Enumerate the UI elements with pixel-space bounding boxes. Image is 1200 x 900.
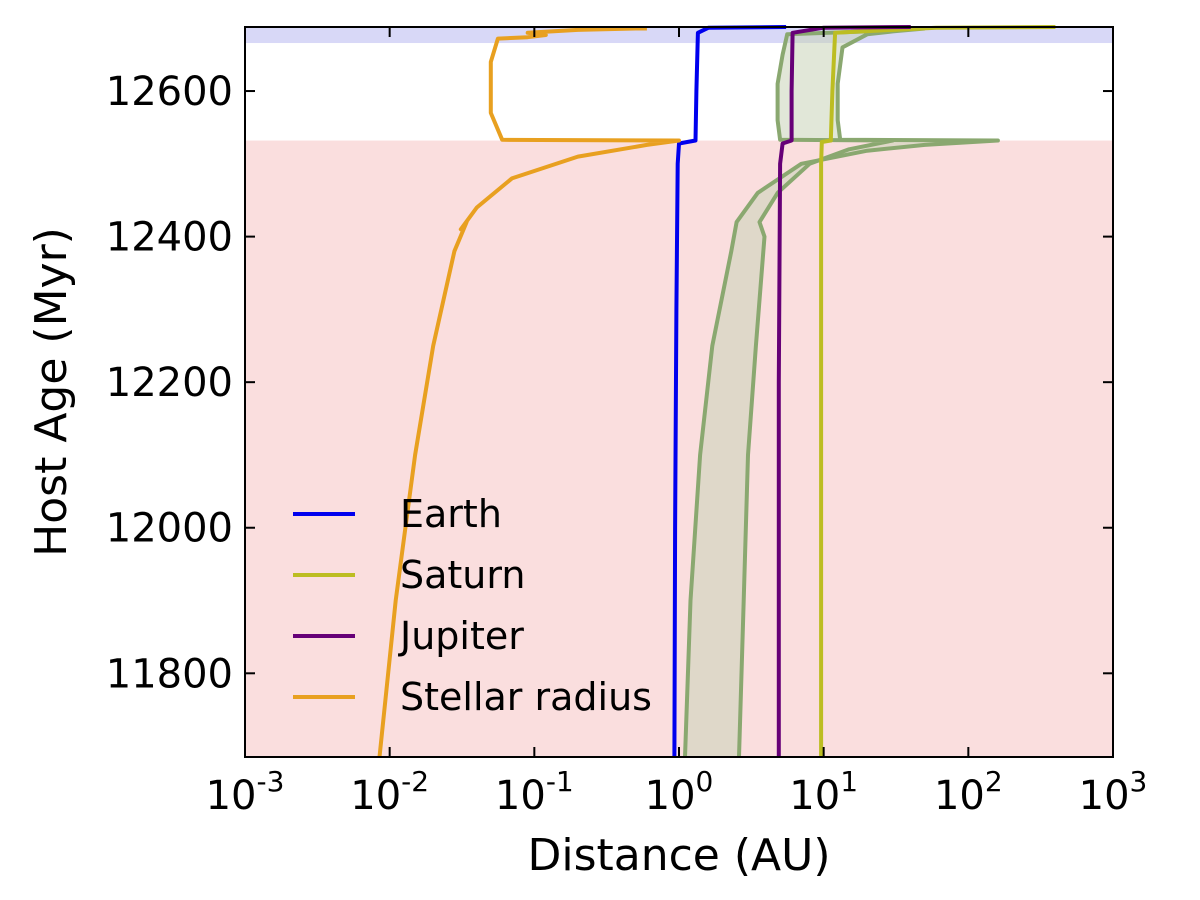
y-tick-label: 12600: [106, 69, 233, 115]
y-tick-label: 12400: [106, 215, 233, 261]
series-line-1: [819, 25, 1056, 757]
separation-band: [683, 26, 1000, 758]
band-outer-line: [683, 26, 1000, 758]
y-axis: 11800 12000 12200 12400 12600: [106, 69, 1113, 697]
legend-label: Saturn: [400, 553, 525, 597]
x-axis: 10-3 10-2 10-1 100 101 102 103: [206, 27, 1148, 819]
legend-label: Jupiter: [398, 614, 524, 658]
series-line-0: [672, 25, 787, 758]
y-axis-label: Host Age (Myr): [26, 227, 77, 557]
x-axis-label: Distance (AU): [527, 830, 830, 881]
legend-label: Stellar radius: [400, 675, 652, 719]
x-tick-label: 103: [1079, 765, 1148, 819]
x-tick-label: 101: [789, 765, 858, 819]
y-tick-label: 12200: [106, 360, 233, 406]
shaded-regions: [245, 27, 1113, 758]
series-lines: [377, 25, 1056, 758]
x-tick-label: 10-2: [350, 765, 429, 819]
series-line-3: [377, 26, 681, 758]
x-tick-label: 10-3: [206, 765, 285, 819]
series-line-2: [776, 25, 911, 757]
legend-label: Earth: [400, 492, 502, 536]
x-tick-label: 102: [934, 765, 1003, 819]
y-tick-label: 12000: [106, 506, 233, 552]
y-tick-label: 11800: [106, 651, 233, 697]
x-tick-label: 10-1: [495, 765, 574, 819]
legend: Earth Saturn Jupiter Stellar radius: [293, 492, 652, 719]
x-tick-label: 100: [645, 765, 714, 819]
band-fill: [685, 28, 998, 757]
band-inner-line: [737, 27, 911, 758]
